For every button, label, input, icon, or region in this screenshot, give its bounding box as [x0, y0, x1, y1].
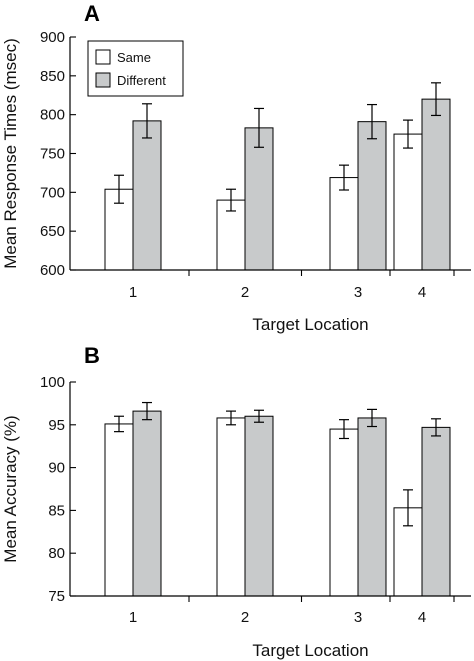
error-bar-same-1 — [114, 174, 124, 204]
y-tick-label: 95 — [48, 417, 65, 434]
bar-different-4 — [421, 98, 451, 271]
error-bar-same-4 — [403, 119, 413, 149]
error-bar-same-2 — [226, 410, 236, 426]
x-tick-label: 1 — [129, 284, 137, 301]
bar-different-2 — [244, 415, 274, 597]
error-bar-different-4 — [431, 82, 441, 117]
y-tick-label: 700 — [40, 184, 65, 201]
x-axis-title: Target Location — [252, 315, 368, 334]
bar-same-4 — [393, 133, 423, 271]
y-tick-label: 600 — [40, 262, 65, 279]
x-tick-label: 4 — [418, 609, 426, 626]
y-tick-label: 75 — [48, 588, 65, 605]
bar-different-1 — [132, 120, 162, 271]
error-bar-same-3 — [339, 419, 349, 440]
panel-label: A — [84, 1, 100, 26]
legend-label-same: Same — [117, 50, 151, 65]
legend-swatch-same — [95, 49, 111, 65]
bar-different-1 — [132, 410, 162, 597]
error-bar-same-4 — [403, 489, 413, 527]
y-tick-label: 100 — [40, 374, 65, 391]
y-tick-label: 85 — [48, 502, 65, 519]
error-bar-same-2 — [226, 188, 236, 212]
panel-a: A 600 650 700 750 800 850 900 1 2 3 4 Target Locatio… — [1, 1, 471, 334]
x-tick-label: 2 — [241, 284, 249, 301]
bar-same-3 — [329, 428, 359, 597]
bar-different-3 — [357, 121, 387, 271]
error-bar-different-3 — [367, 408, 377, 428]
y-axis-title: Mean Accuracy (%) — [1, 415, 20, 562]
bar-different-3 — [357, 417, 387, 597]
legend-swatch-different — [95, 72, 111, 88]
bar-different-2 — [244, 127, 274, 271]
y-tick-label: 850 — [40, 68, 65, 85]
error-bar-different-2 — [254, 409, 264, 423]
x-tick-label: 3 — [354, 284, 362, 301]
x-axis-title: Target Location — [252, 641, 368, 660]
error-bar-different-2 — [254, 107, 264, 148]
x-tick-label: 4 — [418, 284, 426, 301]
x-tick-label: 2 — [241, 609, 249, 626]
y-tick-label: 900 — [40, 29, 65, 46]
bar-same-1 — [104, 423, 134, 597]
legend-label-different: Different — [117, 73, 166, 88]
y-tick-label: 90 — [48, 460, 65, 477]
x-tick-label: 3 — [354, 609, 362, 626]
error-bar-same-3 — [339, 164, 349, 191]
bar-same-2 — [216, 417, 246, 597]
y-tick-label: 800 — [40, 107, 65, 124]
x-tick-label: 1 — [129, 609, 137, 626]
error-bar-same-1 — [114, 415, 124, 433]
bar-same-3 — [329, 177, 359, 271]
y-tick-label: 650 — [40, 223, 65, 240]
error-bar-different-3 — [367, 103, 377, 140]
y-tick-label: 80 — [48, 545, 65, 562]
error-bar-different-4 — [431, 418, 441, 437]
error-bar-different-1 — [142, 103, 152, 139]
legend: Same Different — [87, 40, 184, 97]
error-bar-different-1 — [142, 401, 152, 421]
y-axis-title: Mean Response Times (msec) — [1, 38, 20, 269]
panel-b: B 75 80 85 90 95 100 1 2 3 4 Target Location Mean Ac… — [1, 343, 471, 660]
y-tick-label: 750 — [40, 146, 65, 163]
panel-label: B — [84, 343, 100, 368]
bar-different-4 — [421, 426, 451, 597]
